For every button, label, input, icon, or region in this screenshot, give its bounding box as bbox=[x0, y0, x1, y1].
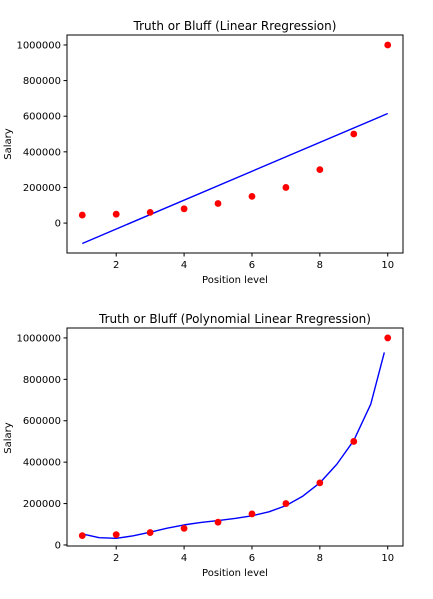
data-point bbox=[180, 525, 188, 532]
x-axis-label: Position level bbox=[202, 568, 268, 579]
data-point bbox=[112, 531, 120, 539]
data-point bbox=[316, 479, 324, 487]
regression-line bbox=[81, 112, 389, 245]
data-point bbox=[282, 184, 290, 191]
y-tick-label: 800000 bbox=[23, 76, 61, 87]
y-tick-label: 800000 bbox=[23, 375, 61, 386]
x-axis-label: Position level bbox=[202, 275, 268, 286]
y-tick-label: 200000 bbox=[23, 183, 61, 194]
y-tick-label: 0 bbox=[55, 219, 61, 230]
x-tick-label: 8 bbox=[317, 260, 323, 271]
y-tick-label: 600000 bbox=[23, 416, 61, 427]
data-point bbox=[282, 500, 290, 507]
regression-line bbox=[82, 352, 386, 540]
data-point bbox=[248, 510, 256, 518]
y-tick-label: 400000 bbox=[23, 147, 61, 158]
data-point bbox=[180, 205, 188, 213]
data-point bbox=[316, 166, 324, 174]
y-tick-label: 200000 bbox=[23, 499, 61, 510]
polynomial-regression-chart: Truth or Bluff (Polynomial Linear Rregre… bbox=[3, 312, 404, 579]
data-point bbox=[78, 532, 86, 540]
y-tick-label: 400000 bbox=[23, 458, 61, 469]
x-tick-label: 8 bbox=[317, 553, 323, 564]
y-tick-label: 1000000 bbox=[16, 333, 61, 344]
data-point bbox=[146, 208, 154, 216]
data-point bbox=[146, 529, 154, 536]
x-tick-label: 10 bbox=[381, 260, 394, 271]
x-tick-label: 10 bbox=[381, 553, 394, 564]
y-tick-label: 1000000 bbox=[16, 40, 61, 51]
linear-regression-chart: Truth or Bluff (Linear Rregression) 2 4 6 8… bbox=[3, 19, 404, 286]
plot-frame bbox=[66, 34, 404, 254]
data-point bbox=[350, 438, 358, 445]
chart-title: Truth or Bluff (Linear Rregression) bbox=[133, 19, 337, 33]
data-point bbox=[384, 334, 392, 342]
y-axis-label: Salary bbox=[3, 128, 14, 159]
y-tick-label: 0 bbox=[55, 540, 61, 551]
data-point bbox=[78, 211, 86, 219]
x-tick-label: 2 bbox=[113, 553, 119, 564]
y-axis-label: Salary bbox=[3, 422, 14, 453]
x-tick-label: 4 bbox=[181, 553, 187, 564]
data-point bbox=[350, 130, 358, 138]
data-point bbox=[214, 200, 222, 207]
x-tick-label: 6 bbox=[249, 553, 255, 564]
data-point bbox=[214, 518, 222, 526]
data-point bbox=[112, 210, 120, 218]
y-tick-label: 600000 bbox=[23, 112, 61, 123]
data-point bbox=[248, 192, 256, 200]
x-tick-label: 6 bbox=[249, 260, 255, 271]
x-tick-label: 4 bbox=[181, 260, 187, 271]
data-point bbox=[384, 41, 392, 49]
chart-title: Truth or Bluff (Polynomial Linear Rregre… bbox=[98, 312, 371, 326]
x-tick-label: 2 bbox=[113, 260, 119, 271]
plot-frame bbox=[66, 327, 404, 547]
